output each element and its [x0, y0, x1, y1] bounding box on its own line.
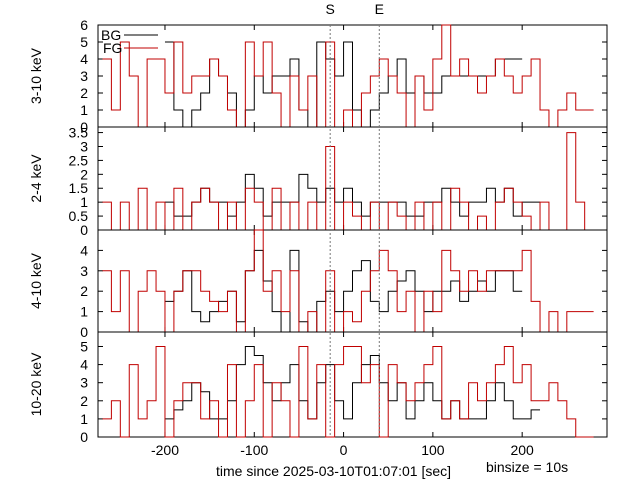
- ytick-label-0-4: 4: [80, 51, 88, 67]
- ytick-label-1-4: 2: [80, 166, 88, 182]
- marker-label-s: S: [326, 1, 335, 17]
- xtick-label-1: -100: [240, 442, 268, 458]
- ytick-label-2-4: 4: [80, 242, 88, 258]
- ytick-label-3-1: 1: [80, 411, 88, 427]
- x-axis: -200 -100 0 100 200: [151, 442, 534, 458]
- binsize-label: binsize = 10s: [486, 459, 568, 475]
- series-fg-panel-1: [102, 132, 594, 231]
- panel-3: 0 1 2 3 4 5 10-20 keV: [28, 331, 608, 445]
- legend-label-bg: BG: [101, 27, 121, 43]
- series-bg-panel-3: [164, 345, 541, 420]
- panel-ylabel-0: 3-10 keV: [28, 47, 44, 104]
- xtick-label-0: -200: [151, 442, 179, 458]
- ytick-label-0-2: 2: [80, 85, 88, 101]
- panel-ylabel-1: 2-4 keV: [28, 154, 44, 203]
- ytick-label-1-0: 0: [80, 222, 88, 238]
- ytick-label-3-5: 5: [80, 338, 88, 354]
- x-axis-label: time since 2025-03-10T01:07:01 [sec]: [216, 463, 451, 479]
- ytick-label-0-6: 6: [80, 17, 88, 33]
- ytick-label-1-7: 3.5: [69, 125, 89, 141]
- xtick-label-3: 100: [421, 442, 445, 458]
- ytick-label-2-3: 3: [80, 263, 88, 279]
- ytick-label-2-2: 2: [80, 283, 88, 299]
- ytick-label-0-5: 5: [80, 34, 88, 50]
- ytick-label-1-6: 3: [80, 138, 88, 154]
- panel-frame-3: [97, 331, 608, 438]
- xtick-label-4: 200: [510, 442, 534, 458]
- ytick-label-0-1: 1: [80, 102, 88, 118]
- ytick-label-3-2: 2: [80, 393, 88, 409]
- panel-2: 0 1 2 3 4 4-10 keV: [28, 229, 608, 340]
- legend: BG FG: [101, 27, 158, 56]
- ytick-label-1-1: 0.5: [69, 208, 89, 224]
- ytick-label-1-3: 1.5: [69, 180, 89, 196]
- ytick-label-3-0: 0: [80, 429, 88, 445]
- marker-label-e: E: [375, 1, 384, 17]
- ytick-label-1-2: 1: [80, 194, 88, 210]
- panel-1: 00.511.522.533.5 2-4 keV: [28, 125, 608, 238]
- ytick-label-0-0: 0: [80, 119, 88, 135]
- panel-ylabel-2: 4-10 keV: [28, 252, 44, 309]
- ytick-label-2-0: 0: [80, 324, 88, 340]
- series-fg-panel-0: [102, 24, 594, 128]
- ytick-label-0-3: 3: [80, 68, 88, 84]
- panel-ylabel-3: 10-20 keV: [28, 352, 44, 416]
- ytick-label-2-1: 1: [80, 304, 88, 320]
- ytick-label-3-4: 4: [80, 357, 88, 373]
- legend-label-fg: FG: [103, 40, 122, 56]
- ytick-label-3-3: 3: [80, 375, 88, 391]
- series-fg-panel-3: [102, 345, 594, 438]
- xtick-label-2: 0: [340, 442, 348, 458]
- series-fg-panel-2: [102, 229, 594, 333]
- ytick-label-1-5: 2.5: [69, 152, 89, 168]
